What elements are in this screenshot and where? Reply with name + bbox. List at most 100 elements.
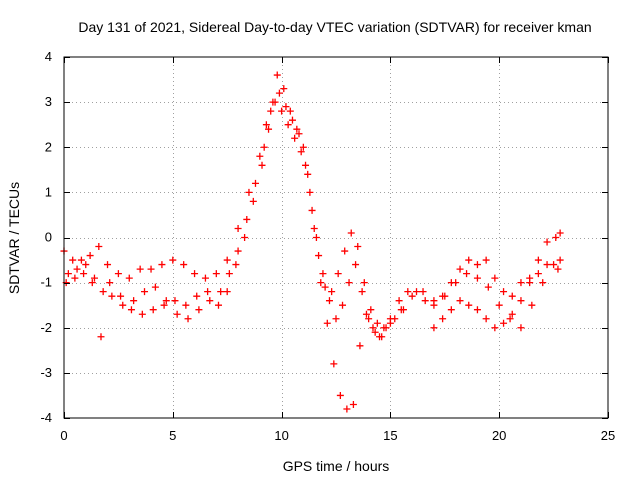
data-point (447, 306, 455, 314)
data-point (543, 261, 551, 269)
data-point (151, 283, 159, 291)
data-point (149, 306, 157, 314)
data-point (315, 252, 323, 260)
data-point (473, 306, 481, 314)
data-point (491, 274, 499, 282)
grid (64, 57, 608, 418)
data-point (206, 297, 214, 305)
data-point (117, 292, 125, 300)
data-point (95, 243, 103, 251)
data-point (343, 405, 351, 413)
data-point (212, 270, 220, 278)
data-point (158, 261, 166, 269)
data-point (127, 306, 135, 314)
data-point (225, 270, 233, 278)
data-point (69, 256, 77, 264)
y-tick-label: -3 (40, 365, 52, 380)
data-point (138, 310, 146, 318)
x-axis-label: GPS time / hours (283, 458, 390, 474)
data-point (539, 279, 547, 287)
data-point (282, 103, 290, 111)
data-point (382, 324, 390, 332)
y-tick-label: 1 (45, 184, 52, 199)
data-point (88, 279, 96, 287)
data-point (482, 315, 490, 323)
data-point (500, 319, 508, 327)
data-point (336, 391, 344, 399)
data-point (456, 297, 464, 305)
data-point (104, 261, 112, 269)
data-point (371, 328, 379, 336)
x-tick-label: 0 (60, 428, 67, 443)
data-point (234, 247, 242, 255)
plot-frame (63, 56, 609, 419)
data-point (284, 121, 292, 129)
y-tick-label: -2 (40, 320, 52, 335)
data-point (556, 229, 564, 237)
data-point (86, 252, 94, 260)
y-tick-label: 3 (45, 94, 52, 109)
data-point (308, 206, 316, 214)
data-point (214, 301, 222, 309)
plot-area (60, 71, 564, 413)
data-point (463, 270, 471, 278)
data-point (345, 279, 353, 287)
data-point (106, 279, 114, 287)
data-point (171, 297, 179, 305)
data-point (349, 400, 357, 408)
data-point (201, 274, 209, 282)
y-tick-label: -1 (40, 275, 52, 290)
data-point (408, 292, 416, 300)
data-point (312, 234, 320, 241)
data-point (334, 270, 342, 278)
data-point (64, 270, 72, 278)
data-point (339, 301, 347, 309)
data-point (430, 324, 438, 332)
data-point (147, 265, 155, 273)
data-point (234, 224, 242, 232)
data-point (191, 270, 199, 278)
data-point (554, 265, 562, 273)
data-point (243, 215, 251, 223)
series-trace-3 (62, 98, 562, 413)
data-point (162, 297, 170, 305)
data-point (484, 283, 492, 291)
chart-title: Day 131 of 2021, Sidereal Day-to-day VTE… (78, 19, 591, 35)
data-point (376, 333, 384, 341)
data-point (267, 107, 275, 115)
data-point (526, 279, 534, 287)
data-point (347, 229, 355, 237)
data-point (193, 292, 201, 300)
data-point (80, 270, 88, 278)
data-point (182, 301, 190, 309)
y-tick-label: -4 (40, 410, 52, 425)
data-point (413, 288, 421, 296)
data-point (73, 265, 81, 273)
data-point (119, 301, 127, 309)
data-point (404, 288, 412, 296)
data-point (304, 170, 312, 178)
data-point (365, 315, 373, 323)
data-point (306, 188, 314, 196)
data-point (517, 297, 525, 305)
data-point (77, 256, 85, 264)
x-tick-label: 20 (492, 428, 506, 443)
data-point (354, 243, 362, 251)
data-point (297, 148, 305, 156)
data-point (330, 360, 338, 368)
data-point (295, 130, 303, 138)
data-point (367, 306, 375, 314)
x-tick-label: 25 (601, 428, 615, 443)
x-tick-label: 10 (274, 428, 288, 443)
data-point (317, 279, 325, 287)
data-point (419, 288, 427, 296)
data-point (360, 279, 368, 287)
data-point (399, 306, 407, 314)
data-point (508, 310, 516, 318)
data-point (491, 324, 499, 332)
data-point (465, 256, 473, 264)
data-point (465, 301, 473, 309)
data-point (245, 188, 253, 196)
data-point (278, 107, 286, 115)
data-point (275, 89, 283, 97)
